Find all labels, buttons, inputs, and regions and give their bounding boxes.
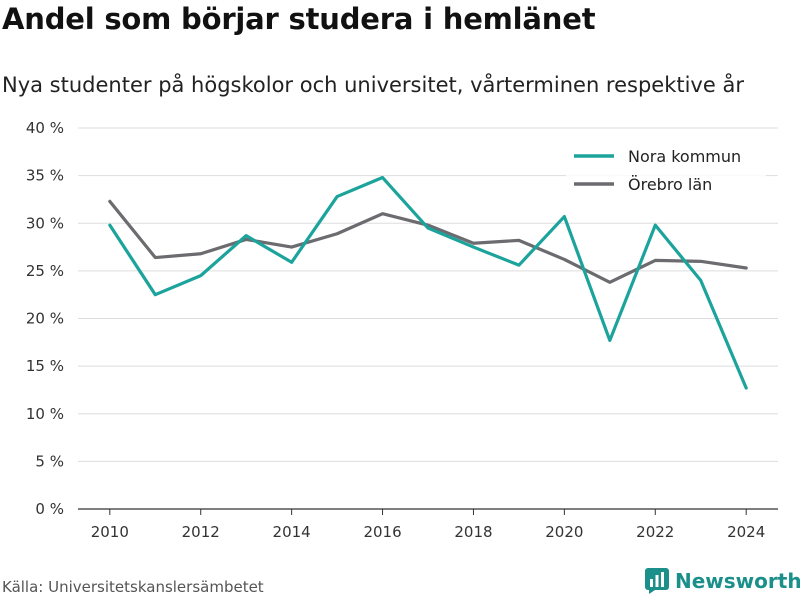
series-lines [108, 175, 748, 390]
x-tick-label: 2022 [636, 523, 674, 541]
legend-background [566, 141, 766, 199]
source-note: Källa: Universitetskanslersämbetet [2, 578, 264, 596]
y-tick-label: 5 % [35, 452, 64, 470]
x-tick-label: 2012 [182, 523, 220, 541]
y-tick-label: 0 % [35, 500, 64, 518]
chart-legend: Nora kommun Örebro län [566, 141, 766, 199]
y-tick-label: 30 % [26, 214, 64, 232]
legend-label: Nora kommun [628, 147, 741, 166]
y-tick-label: 15 % [26, 357, 64, 375]
brand-logo[interactable]: Newsworthy [645, 568, 800, 594]
x-tick-label: 2014 [273, 523, 311, 541]
y-tick-label: 40 % [26, 119, 64, 137]
y-axis-ticks: 0 % 5 % 10 % 15 % 20 % 25 % 30 % 35 % 40 % [26, 119, 64, 518]
legend-label: Örebro län [628, 175, 712, 194]
bar-chart-logo-icon [645, 568, 669, 594]
brand-name: Newsworthy [675, 569, 800, 593]
y-tick-label: 35 % [26, 167, 64, 185]
x-tick-label: 2018 [454, 523, 492, 541]
x-tick-label: 2016 [363, 523, 401, 541]
x-tick-label: 2024 [727, 523, 765, 541]
x-axis-ticks: 2010 2012 2014 2016 2018 2020 2022 2024 [91, 509, 765, 541]
y-tick-label: 25 % [26, 262, 64, 280]
chart-subtitle: Nya studenter på högskolor och universit… [2, 73, 744, 97]
chart-title: Andel som börjar studera i hemlänet [2, 2, 596, 36]
x-tick-label: 2010 [91, 523, 129, 541]
y-tick-label: 20 % [26, 310, 64, 328]
y-tick-label: 10 % [26, 405, 64, 423]
series-line-nora-kommun [108, 175, 748, 390]
x-tick-label: 2020 [545, 523, 583, 541]
